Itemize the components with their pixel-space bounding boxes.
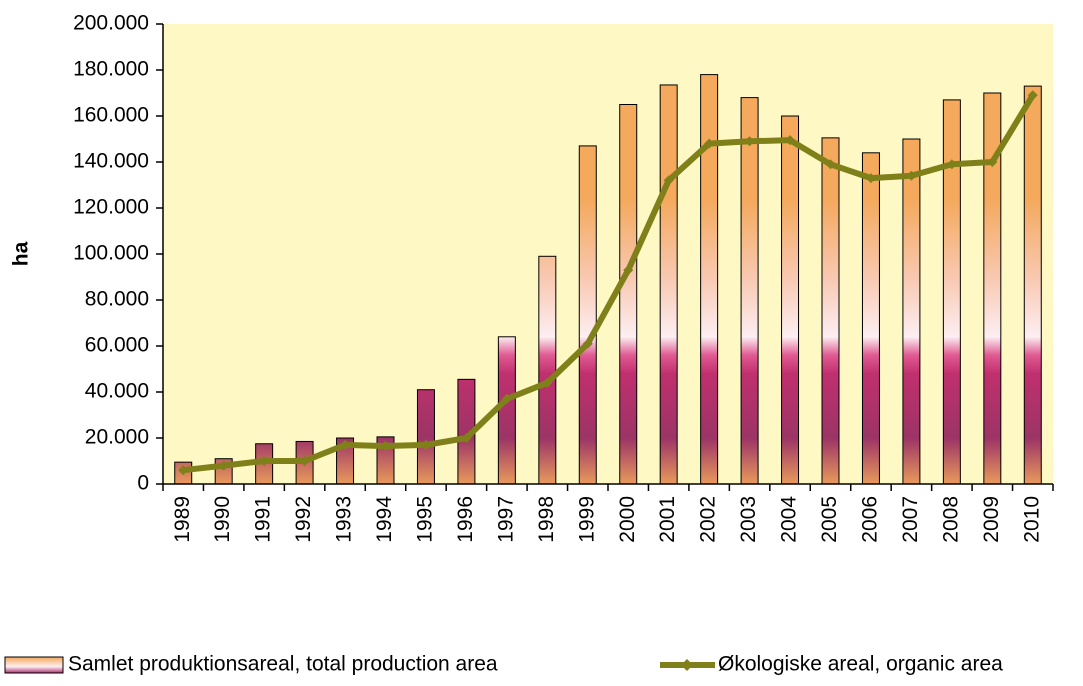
y-tick-label: 120.000	[73, 196, 149, 219]
bar	[740, 97, 759, 485]
line-marker	[1027, 90, 1038, 101]
x-tick-label: 2009	[980, 496, 1003, 543]
y-tick-label: 60.000	[85, 334, 149, 357]
line-marker	[663, 175, 674, 186]
x-tick-label: 1994	[373, 496, 396, 543]
line-marker	[744, 136, 755, 147]
line-marker	[420, 439, 431, 450]
y-tick-label: 100.000	[73, 242, 149, 265]
line-marker	[987, 157, 998, 167]
x-tick-label: 1993	[333, 496, 356, 543]
bar	[821, 137, 840, 485]
x-tick-label: 1992	[292, 496, 315, 543]
x-tick-label: 1998	[535, 496, 558, 543]
line-marker	[704, 138, 715, 149]
bar	[942, 99, 961, 485]
line-marker	[865, 173, 876, 184]
line-marker	[542, 377, 553, 388]
bar	[1023, 85, 1042, 485]
x-tick-label: 1991	[252, 496, 275, 543]
bar	[861, 152, 880, 485]
y-tick-label: 200.000	[73, 12, 149, 35]
x-tick-label: 2006	[859, 496, 882, 543]
line-marker	[946, 159, 957, 170]
y-tick-label: 180.000	[73, 58, 149, 81]
legend-label: Økologiske areal, organic area	[718, 653, 1003, 676]
bar	[497, 336, 516, 485]
x-tick-label: 1997	[494, 496, 517, 543]
x-tick-label: 1995	[414, 496, 437, 543]
y-tick-label: 160.000	[73, 104, 149, 127]
x-tick-label: 1996	[454, 496, 477, 543]
line-marker	[380, 441, 391, 452]
line-marker	[785, 135, 796, 146]
line-marker	[218, 460, 229, 471]
x-tick-label: 2005	[818, 496, 841, 543]
legend-swatch	[4, 656, 64, 674]
y-tick-label: 0	[137, 472, 149, 495]
y-tick-label: 40.000	[85, 380, 149, 403]
bar	[619, 104, 638, 485]
y-tick-label: 140.000	[73, 150, 149, 173]
line-marker	[906, 170, 917, 181]
line-marker	[501, 393, 512, 404]
bar	[416, 389, 435, 485]
bar	[902, 138, 921, 485]
line-marker	[582, 338, 593, 349]
line-marker	[259, 456, 270, 466]
bar	[700, 74, 719, 485]
y-tick-label: 80.000	[85, 288, 149, 311]
bar	[538, 255, 557, 485]
bar	[578, 145, 597, 485]
line	[182, 93, 1036, 474]
bar	[781, 115, 800, 485]
x-tick-label: 2001	[656, 496, 679, 543]
x-tick-label: 2004	[778, 496, 801, 543]
legend-swatch-marker	[681, 659, 693, 671]
x-tick-label: 1989	[171, 496, 194, 543]
x-tick-label: 2003	[737, 496, 760, 543]
line-marker	[178, 465, 189, 476]
bar	[659, 84, 678, 485]
y-axis-label: ha	[10, 241, 33, 266]
line-marker	[623, 265, 634, 276]
x-tick-label: 1999	[575, 496, 598, 543]
x-tick-label: 2007	[899, 496, 922, 543]
x-tick-label: 1990	[211, 496, 234, 543]
line-marker	[825, 159, 836, 170]
x-tick-label: 2008	[939, 496, 962, 543]
line-marker	[299, 456, 310, 466]
legend-label: Samlet produktionsareal, total productio…	[68, 653, 498, 676]
x-tick-label: 2010	[1020, 496, 1043, 543]
x-tick-label: 2002	[697, 496, 720, 543]
line-marker	[461, 433, 472, 443]
y-tick-label: 20.000	[85, 426, 149, 449]
x-tick-label: 2000	[616, 496, 639, 543]
line-marker	[340, 439, 351, 450]
